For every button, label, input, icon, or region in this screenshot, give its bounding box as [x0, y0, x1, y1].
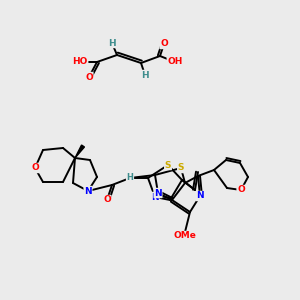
Text: OMe: OMe: [174, 232, 196, 241]
Text: O: O: [103, 196, 111, 205]
Text: N: N: [154, 188, 162, 197]
Text: N: N: [151, 193, 159, 202]
Text: N: N: [196, 191, 204, 200]
Text: H: H: [127, 173, 134, 182]
Text: O: O: [160, 40, 168, 49]
Polygon shape: [75, 145, 85, 158]
Text: O: O: [237, 185, 245, 194]
Text: OH: OH: [167, 58, 183, 67]
Text: H: H: [108, 38, 116, 47]
Text: HO: HO: [72, 58, 88, 67]
Text: O: O: [31, 164, 39, 172]
Text: S: S: [178, 164, 184, 172]
Text: S: S: [165, 160, 171, 169]
Text: O: O: [85, 73, 93, 82]
Text: H: H: [141, 70, 149, 80]
Text: N: N: [84, 187, 92, 196]
